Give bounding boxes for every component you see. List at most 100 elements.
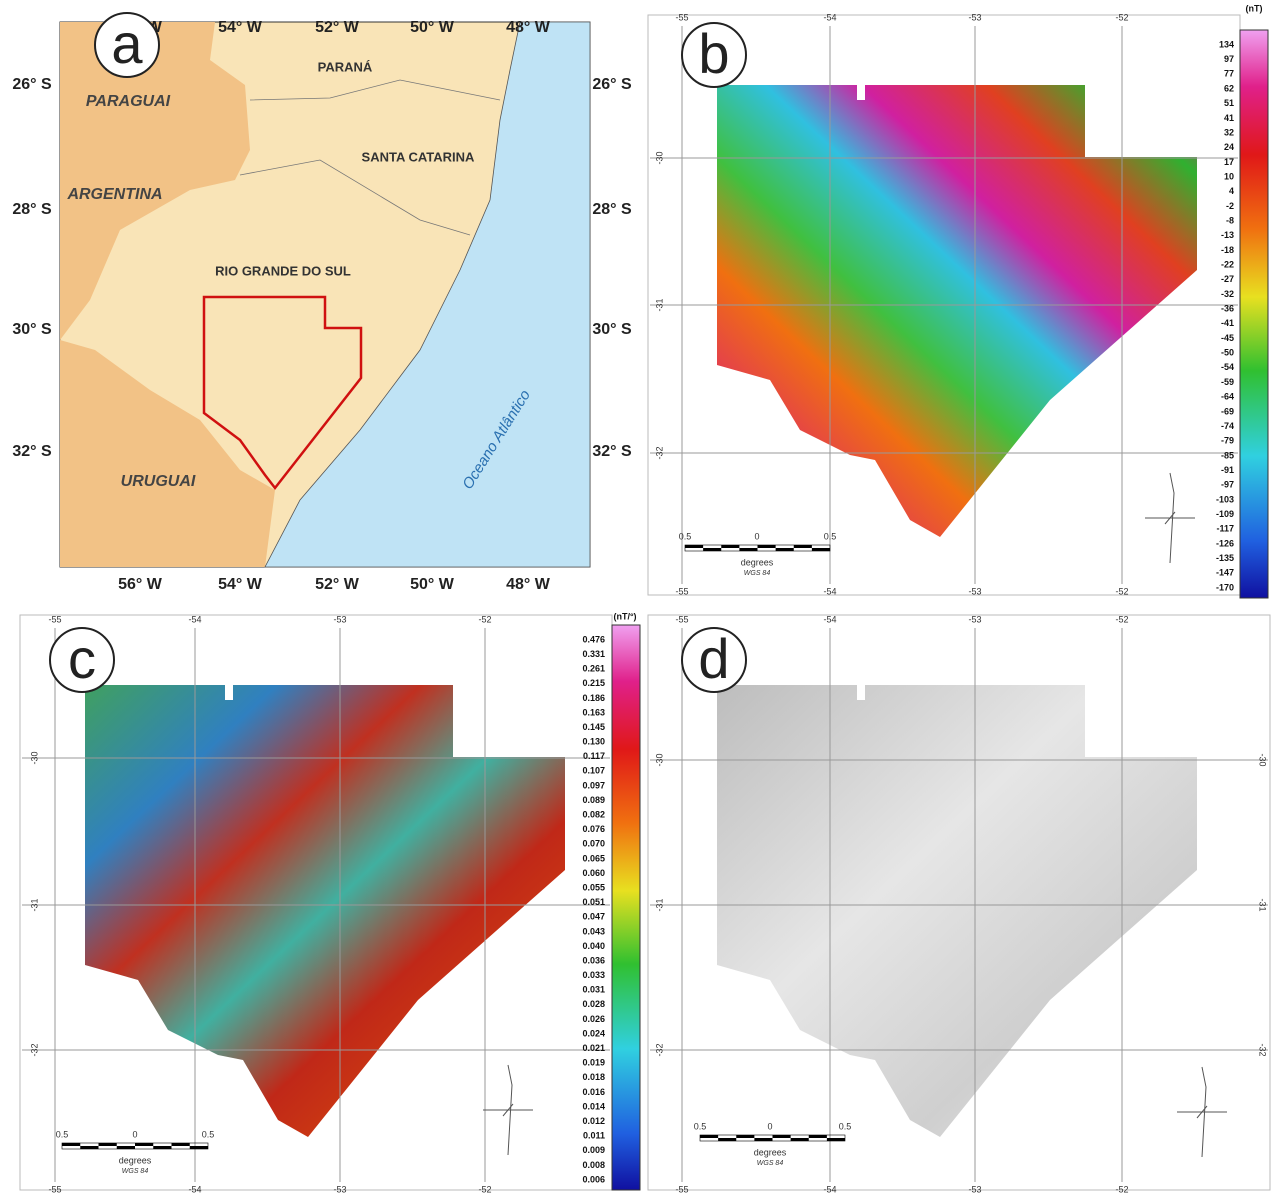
legend-label: -97: [1221, 480, 1234, 490]
legend-label: 0.089: [582, 795, 605, 805]
legend-label: -109: [1216, 509, 1234, 519]
x-label: -53: [968, 614, 981, 624]
legend-label: -117: [1216, 524, 1234, 534]
datum: WGS 84: [744, 570, 771, 577]
lat-label: 32° S: [12, 443, 52, 460]
legend-label: -103: [1216, 494, 1234, 504]
legend-label: 0.186: [582, 693, 605, 703]
legend-label: -45: [1221, 333, 1234, 343]
scale-unit: degrees: [754, 1147, 787, 1157]
place-name: SANTA CATARINA: [362, 149, 476, 164]
legend-label: -54: [1221, 362, 1234, 372]
legend-label: 41: [1224, 113, 1234, 123]
legend-label: 0.145: [582, 722, 605, 732]
scale-unit: degrees: [741, 557, 774, 567]
legend-label: 0.012: [582, 1116, 605, 1126]
panel-label: d: [698, 627, 729, 690]
legend-label: 0.008: [582, 1160, 605, 1170]
x-label: -55: [48, 614, 61, 624]
panel-b-map: [648, 15, 1268, 598]
legend-label: 0.065: [582, 853, 605, 863]
color-bar: [612, 625, 640, 1190]
place-name: PARANÁ: [318, 59, 373, 74]
lat-label: 30° S: [12, 321, 52, 338]
datum: WGS 84: [122, 1168, 149, 1175]
scale-label: 0.5: [56, 1129, 69, 1139]
legend-label: 24: [1224, 142, 1234, 152]
legend-label: 0.215: [582, 678, 605, 688]
legend-label: 0.024: [582, 1028, 605, 1038]
legend-label: -135: [1216, 553, 1234, 563]
legend-label: -22: [1221, 260, 1234, 270]
lon-label: 52° W: [315, 576, 360, 593]
place-name: URUGUAI: [121, 473, 196, 490]
legend-label: 0.476: [582, 634, 605, 644]
y-label: -30: [29, 751, 39, 764]
legend-label: 17: [1224, 157, 1234, 167]
scale-segment: [758, 545, 776, 548]
panel-label: b: [698, 22, 729, 85]
legend-label: -170: [1216, 582, 1234, 592]
lon-label: 52° W: [315, 19, 360, 36]
place-name: PARAGUAI: [86, 93, 171, 110]
x-label: -52: [478, 614, 491, 624]
legend-label: 10: [1224, 171, 1234, 181]
scale-segment: [773, 1135, 791, 1138]
panel-d-map: [648, 615, 1270, 1190]
lat-label: 32° S: [592, 443, 632, 460]
scale-segment: [736, 1135, 754, 1138]
scale-label: 0: [132, 1129, 137, 1139]
legend-label: 0.019: [582, 1058, 605, 1068]
y-label: -30: [654, 753, 664, 766]
datum: WGS 84: [757, 1160, 784, 1167]
legend-label: 0.031: [582, 985, 605, 995]
x-label: -52: [1115, 586, 1128, 596]
scale-label: 0.5: [202, 1129, 215, 1139]
scale-label: 0.5: [824, 531, 837, 541]
scale-segment: [776, 548, 794, 551]
scale-segment: [190, 1146, 208, 1149]
legend-label: 134: [1219, 39, 1234, 49]
scale-label: 0: [767, 1121, 772, 1131]
x-label: -52: [478, 1184, 491, 1194]
place-name: RIO GRANDE DO SUL: [215, 263, 351, 278]
legend-label: 77: [1224, 69, 1234, 79]
legend-label: 0.018: [582, 1072, 605, 1082]
scale-label: 0.5: [694, 1121, 707, 1131]
legend-label: 0.163: [582, 707, 605, 717]
x-label: -55: [675, 1184, 688, 1194]
legend-label: 0.033: [582, 970, 605, 980]
scale-segment: [791, 1138, 809, 1141]
x-label: -55: [48, 1184, 61, 1194]
legend-label: -32: [1221, 289, 1234, 299]
legend-label: 0.021: [582, 1043, 605, 1053]
lon-label: 50° W: [410, 576, 455, 593]
legend-label: 0.006: [582, 1174, 605, 1184]
scale-label: 0: [754, 531, 759, 541]
legend-label: 0.070: [582, 839, 605, 849]
legend-label: -50: [1221, 348, 1234, 358]
lat-label: 30° S: [592, 321, 632, 338]
legend-label: 0.051: [582, 897, 605, 907]
scale-segment: [153, 1146, 171, 1149]
scale-segment: [718, 1138, 736, 1141]
legend-label: 0.016: [582, 1087, 605, 1097]
scale-segment: [700, 1135, 718, 1138]
legend-label: -2: [1226, 201, 1234, 211]
scale-segment: [827, 1138, 845, 1141]
legend-label: 0.009: [582, 1145, 605, 1155]
y-label: -32: [654, 1043, 664, 1056]
scale-segment: [117, 1146, 135, 1149]
lon-label: 54° W: [218, 576, 263, 593]
scale-segment: [80, 1146, 98, 1149]
x-label: -54: [823, 12, 836, 22]
legend-unit: (nT/°): [613, 611, 636, 621]
legend-label: -18: [1221, 245, 1234, 255]
x-label: -54: [188, 614, 201, 624]
legend-label: 97: [1224, 54, 1234, 64]
legend-label: 0.130: [582, 737, 605, 747]
x-label: -54: [823, 586, 836, 596]
legend-label: -147: [1216, 568, 1234, 578]
y-label: -30: [654, 151, 664, 164]
y-label: -31: [654, 898, 664, 911]
